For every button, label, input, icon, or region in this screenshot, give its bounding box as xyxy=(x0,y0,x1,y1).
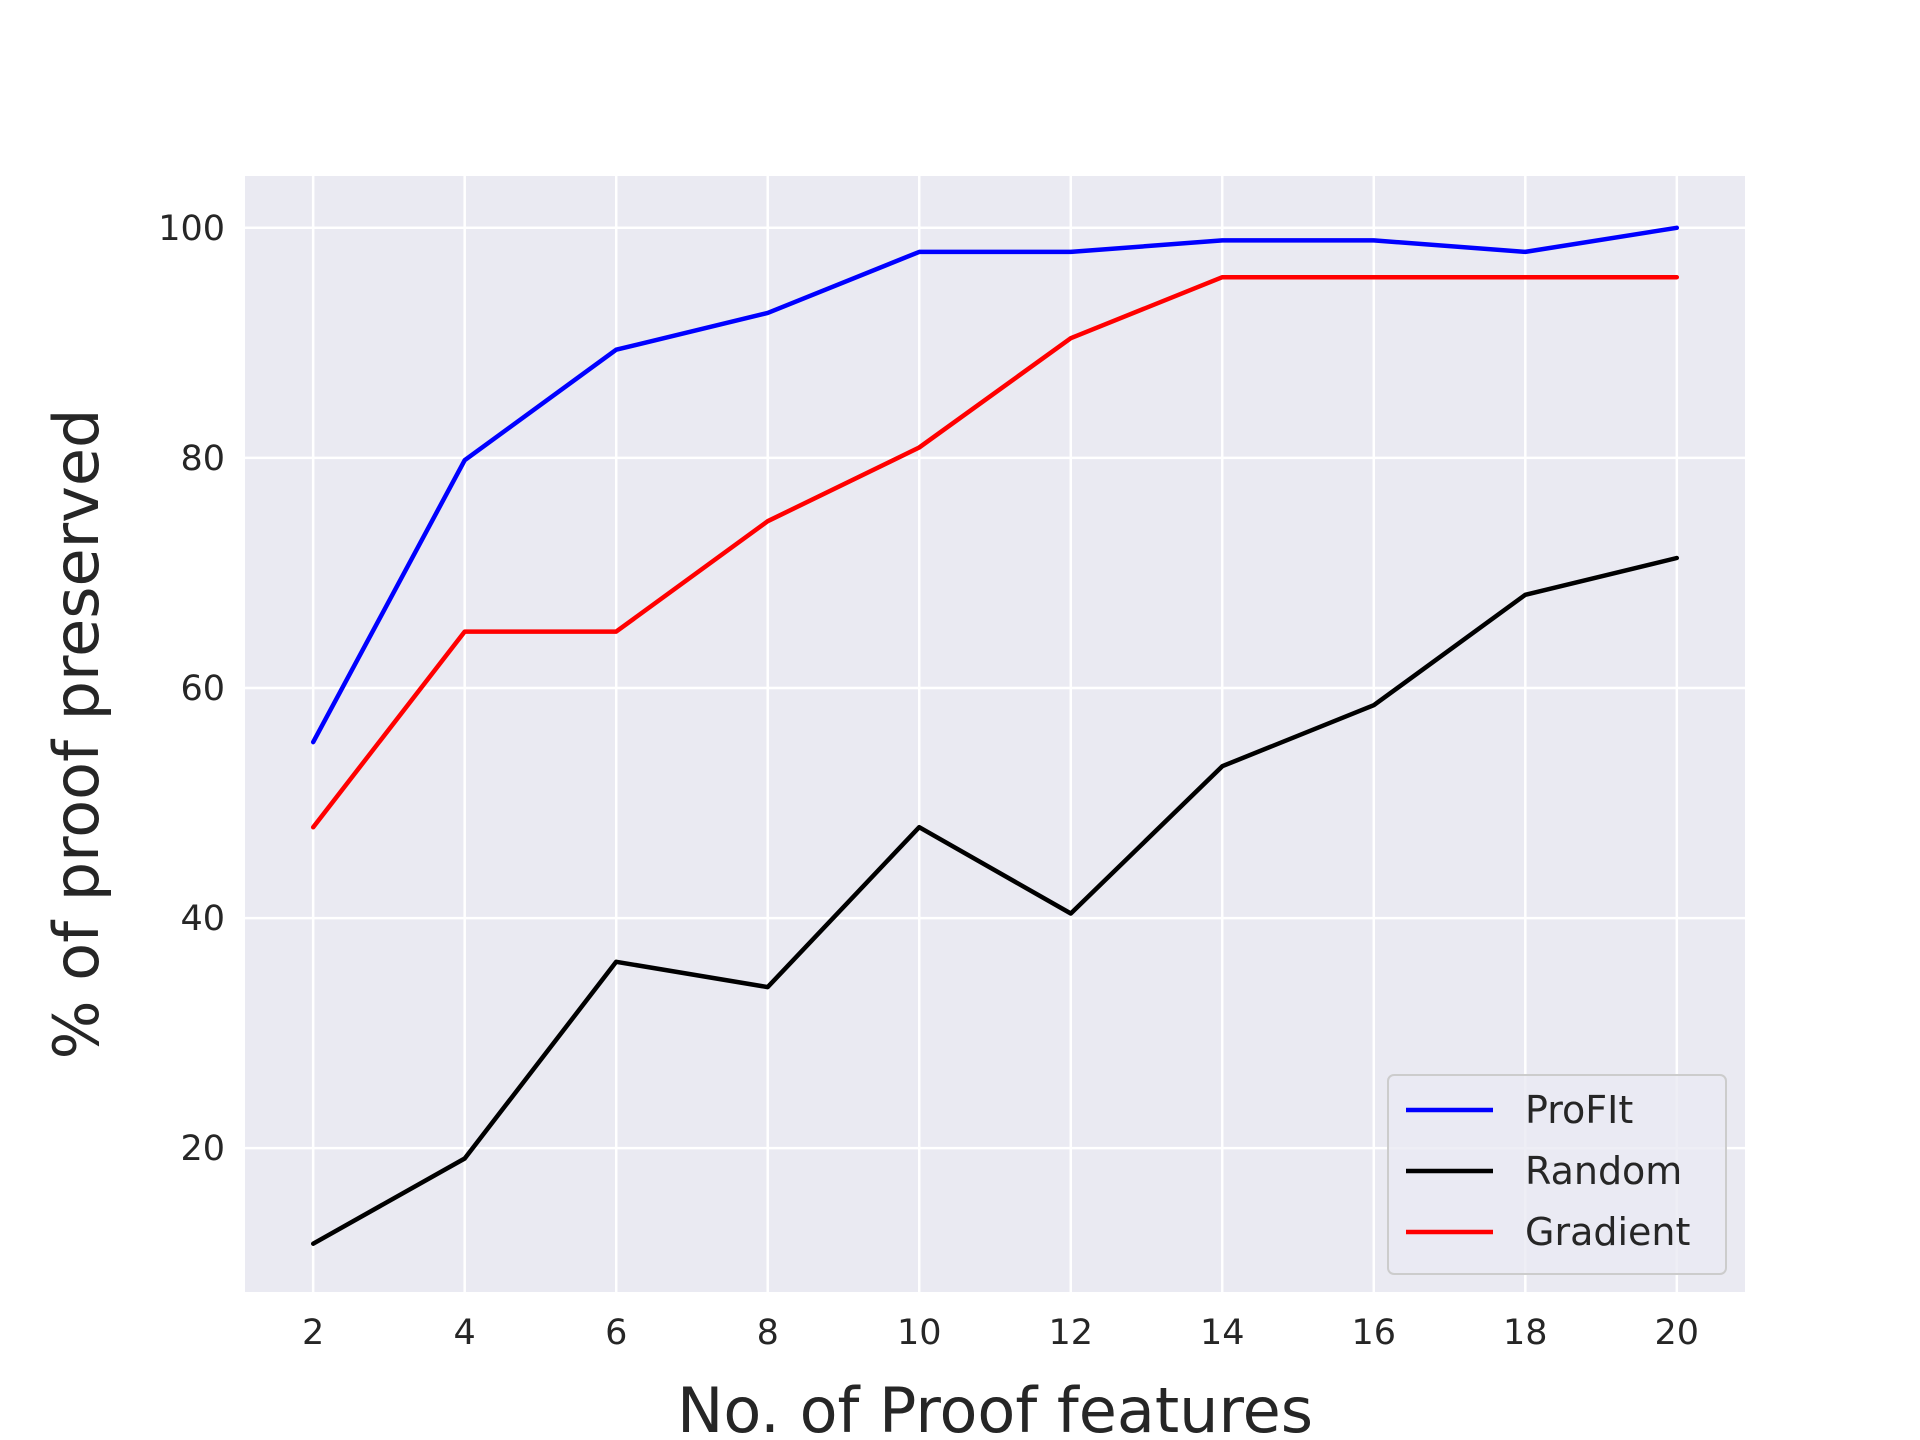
y-axis-label: % of proof preserved xyxy=(40,409,113,1060)
y-tick-label: 60 xyxy=(180,669,225,709)
y-tick-label: 80 xyxy=(180,439,225,479)
series-lines xyxy=(310,225,1680,1246)
series-line-random xyxy=(310,555,1680,1246)
legend-box xyxy=(1387,1074,1727,1275)
y-tick-label: 40 xyxy=(180,899,225,939)
x-tick-label: 18 xyxy=(1503,1313,1548,1353)
x-axis-label: No. of Proof features xyxy=(677,1374,1313,1440)
x-tick-label: 2 xyxy=(302,1313,324,1353)
legend-label-random: Random xyxy=(1525,1149,1682,1193)
x-tick-label: 8 xyxy=(757,1313,779,1353)
x-tick-label: 16 xyxy=(1352,1313,1397,1353)
legend-label-profit: ProFIt xyxy=(1525,1088,1633,1132)
series-line-profit xyxy=(310,225,1680,745)
x-tick-label: 4 xyxy=(454,1313,476,1353)
x-tick-label: 12 xyxy=(1048,1313,1093,1353)
legend: ProFIt Random Gradient xyxy=(1387,1074,1727,1275)
x-axis-ticks: 2 4 6 8 10 12 14 16 18 20 xyxy=(302,1313,1699,1353)
x-tick-label: 20 xyxy=(1655,1313,1700,1353)
series-line-gradient xyxy=(310,274,1680,830)
y-tick-label: 20 xyxy=(180,1129,225,1169)
x-tick-label: 6 xyxy=(605,1313,627,1353)
y-axis-ticks: 20 40 60 80 100 xyxy=(158,209,225,1169)
x-tick-label: 14 xyxy=(1200,1313,1245,1353)
x-tick-label: 10 xyxy=(897,1313,942,1353)
y-tick-label: 100 xyxy=(158,209,225,249)
legend-label-gradient: Gradient xyxy=(1525,1210,1690,1254)
